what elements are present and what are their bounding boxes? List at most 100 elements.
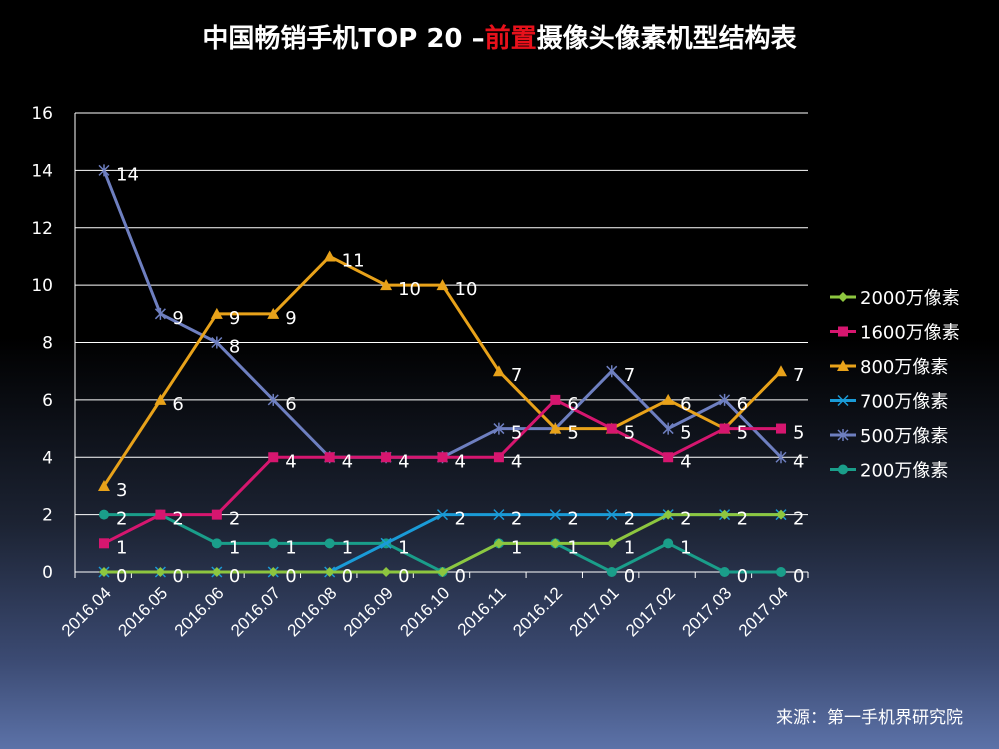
diamond-marker: [99, 567, 109, 577]
x-tick-label: 2017.04: [735, 583, 792, 640]
data-label: 4: [680, 451, 691, 472]
data-label: 5: [624, 423, 635, 444]
data-labels: 0131420269029810496104111041010410214725…: [116, 164, 804, 587]
data-label: 5: [511, 423, 522, 444]
square-marker: [324, 452, 335, 463]
circle-marker: [211, 538, 222, 549]
data-label: 6: [567, 394, 578, 415]
star-marker: [211, 336, 223, 349]
x-marker: [837, 394, 849, 407]
x-tick-label: 2016.07: [227, 583, 284, 640]
square-marker: [155, 509, 166, 520]
diamond-marker: [719, 509, 730, 520]
triangle-marker: [492, 365, 505, 377]
legend-label: 700万像素: [860, 392, 948, 413]
circle-marker: [663, 538, 674, 549]
data-label: 0: [737, 566, 748, 587]
triangle-marker: [775, 365, 787, 377]
legend-item: 2000万像素: [830, 288, 960, 309]
data-label: 3: [116, 480, 127, 501]
x-tick-label: 2016.09: [340, 583, 397, 640]
title-highlight: 前置: [484, 24, 537, 54]
data-label: 5: [793, 423, 804, 444]
diamond-marker: [776, 509, 786, 520]
circle-marker: [838, 464, 848, 475]
series-2: [98, 250, 787, 491]
data-label: 9: [285, 308, 296, 329]
data-label: 4: [455, 451, 466, 472]
x-marker: [436, 509, 449, 521]
x-tick-label: 2016.06: [171, 583, 228, 640]
data-label: 4: [342, 451, 353, 472]
data-label: 1: [116, 537, 127, 558]
x-tick-label: 2017.01: [566, 583, 623, 640]
data-label: 1: [680, 537, 691, 558]
triangle-marker: [323, 250, 336, 262]
data-label: 2: [455, 509, 466, 530]
square-marker: [606, 423, 617, 434]
legend-label: 200万像素: [860, 461, 948, 482]
circle-marker: [268, 538, 279, 549]
triangle-marker: [267, 307, 280, 319]
data-label: 9: [229, 308, 240, 329]
data-label: 2: [680, 509, 691, 530]
triangle-marker: [662, 393, 675, 405]
square-marker: [493, 452, 504, 463]
diamond-marker: [155, 567, 166, 577]
square-marker: [381, 452, 392, 463]
diamond-marker: [268, 567, 279, 577]
star-marker: [719, 393, 731, 406]
data-label: 0: [342, 566, 353, 587]
triangle-marker: [210, 307, 223, 319]
triangle-marker: [380, 279, 393, 291]
x-tick-label: 2016.12: [509, 583, 566, 640]
data-label: 4: [793, 451, 804, 472]
data-label: 6: [737, 394, 748, 415]
data-label: 7: [624, 365, 635, 386]
legend-item: 500万像素: [830, 426, 948, 447]
y-tick-label: 4: [42, 448, 53, 468]
data-label: 0: [793, 566, 804, 587]
data-label: 2: [737, 509, 748, 530]
x-tick-label: 2017.03: [679, 583, 736, 640]
series-1: [99, 394, 786, 549]
diamond-marker: [663, 509, 674, 520]
circle-marker: [99, 509, 109, 520]
data-label: 8: [229, 337, 240, 358]
data-label: 2: [793, 509, 804, 530]
legend-item: 200万像素: [830, 461, 948, 482]
square-marker: [776, 423, 786, 434]
y-tick-label: 8: [42, 334, 53, 354]
data-label: 10: [455, 279, 478, 300]
star-marker: [154, 307, 166, 320]
data-label: 10: [398, 279, 421, 300]
square-marker: [838, 326, 848, 337]
y-tick-label: 6: [42, 391, 53, 411]
data-label: 7: [793, 365, 804, 386]
star-marker: [606, 365, 618, 378]
data-label: 2: [511, 509, 522, 530]
y-tick-label: 12: [31, 219, 53, 239]
diamond-marker: [211, 567, 222, 577]
diamond-marker: [381, 567, 392, 577]
legend-item: 700万像素: [830, 392, 948, 413]
data-label: 4: [398, 451, 409, 472]
chart-title: 中国畅销手机TOP 20 –前置摄像头像素机型结构表: [0, 18, 999, 55]
legend-label: 500万像素: [860, 426, 948, 447]
data-label: 2: [567, 509, 578, 530]
data-label: 1: [398, 537, 409, 558]
circle-marker: [719, 567, 730, 577]
data-label: 5: [567, 423, 578, 444]
legend-label: 1600万像素: [860, 323, 960, 344]
data-label: 4: [511, 451, 522, 472]
x-tick-label: 2017.02: [622, 583, 679, 640]
source-note: 来源：第一手机界研究院: [776, 708, 963, 728]
data-label: 2: [229, 509, 240, 530]
data-label: 5: [737, 423, 748, 444]
data-label: 6: [680, 394, 691, 415]
x-tick-label: 2016.10: [396, 583, 453, 640]
data-label: 2: [116, 509, 127, 530]
data-label: 1: [285, 537, 296, 558]
data-label: 9: [172, 308, 183, 329]
data-label: 6: [172, 394, 183, 415]
